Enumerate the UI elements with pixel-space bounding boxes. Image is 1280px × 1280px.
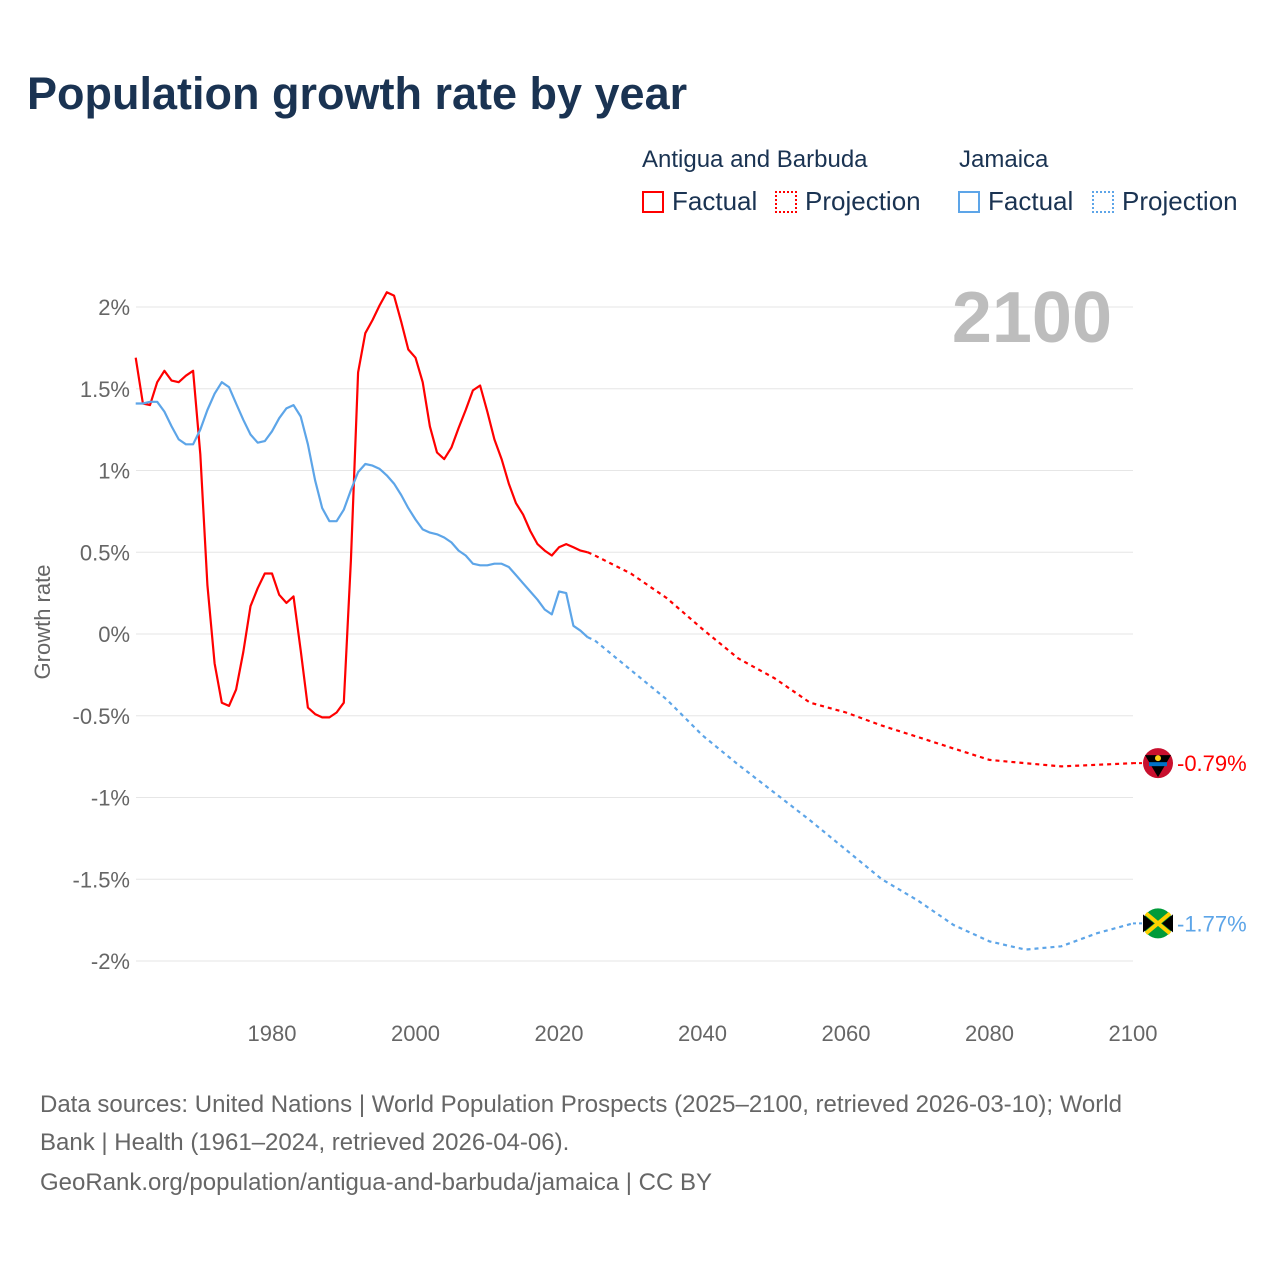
y-tick-label: 0.5% xyxy=(80,540,130,565)
y-tick-label: 0% xyxy=(98,622,130,647)
antigua-end-label: -0.79% xyxy=(1177,751,1247,776)
footer-sources-2: Bank | Health (1961–2024, retrieved 2026… xyxy=(40,1129,570,1156)
y-tick-label: 2% xyxy=(98,295,130,320)
antigua-factual-line xyxy=(134,291,588,719)
legend-label: Factual xyxy=(672,186,758,216)
legend-swatch-dotted xyxy=(775,190,797,213)
x-tick-label: 2060 xyxy=(822,1021,871,1046)
y-axis-label: Growth rate xyxy=(30,565,55,680)
x-tick-label: 2040 xyxy=(678,1021,727,1046)
year-watermark: 2100 xyxy=(952,278,1112,358)
x-tick-label: 2000 xyxy=(391,1021,440,1046)
legend-group-antigua: Antigua and Barbuda xyxy=(642,146,868,173)
y-tick-label: -2% xyxy=(91,949,130,974)
y-tick-label: 1% xyxy=(98,459,130,484)
legend-group-jamaica: Jamaica xyxy=(959,146,1049,173)
x-tick-label: 2100 xyxy=(1109,1021,1158,1046)
jamaica-factual-line xyxy=(135,381,589,639)
antigua-flag-icon xyxy=(1143,748,1173,779)
legend-swatch-dotted xyxy=(1092,190,1114,213)
legend-swatch-solid xyxy=(958,190,980,213)
plot-area: 2% 1.5% 1% 0.5% 0% -0.5% -1% -1.5% -2% 1980 2000 20… xyxy=(30,278,1247,1046)
legend-antigua-projection[interactable]: Projection xyxy=(775,186,921,217)
legend-label: Projection xyxy=(1122,186,1238,216)
legend-jamaica-projection[interactable]: Projection xyxy=(1092,186,1238,217)
x-tick-label: 2020 xyxy=(535,1021,584,1046)
y-tick-label: -0.5% xyxy=(73,704,130,729)
y-tick-label: 1.5% xyxy=(80,377,130,402)
x-tick-label: 1980 xyxy=(248,1021,297,1046)
flag-band xyxy=(1149,762,1167,767)
flag-triangles xyxy=(1143,914,1173,933)
x-tick-label: 2080 xyxy=(965,1021,1014,1046)
legend-label: Projection xyxy=(805,186,921,216)
antigua-projection-line xyxy=(587,551,1134,768)
chart-title: Population growth rate by year xyxy=(27,68,688,119)
legend-antigua-factual[interactable]: Factual xyxy=(642,186,757,217)
flag-sun xyxy=(1155,755,1161,762)
y-tick-label: -1% xyxy=(91,786,130,811)
jamaica-end-label: -1.77% xyxy=(1177,911,1247,936)
legend-label: Factual xyxy=(988,186,1074,216)
legend-swatch-solid xyxy=(642,190,664,213)
flag-saltire xyxy=(1144,911,1172,935)
footer-sources-1: Data sources: United Nations | World Pop… xyxy=(40,1091,1122,1118)
footer-link[interactable]: GeoRank.org/population/antigua-and-barbu… xyxy=(40,1169,712,1196)
jamaica-flag-icon xyxy=(1143,908,1173,939)
jamaica-projection-line xyxy=(587,636,1134,951)
y-tick-label: -1.5% xyxy=(73,867,130,892)
legend-jamaica-factual[interactable]: Factual xyxy=(958,186,1073,217)
